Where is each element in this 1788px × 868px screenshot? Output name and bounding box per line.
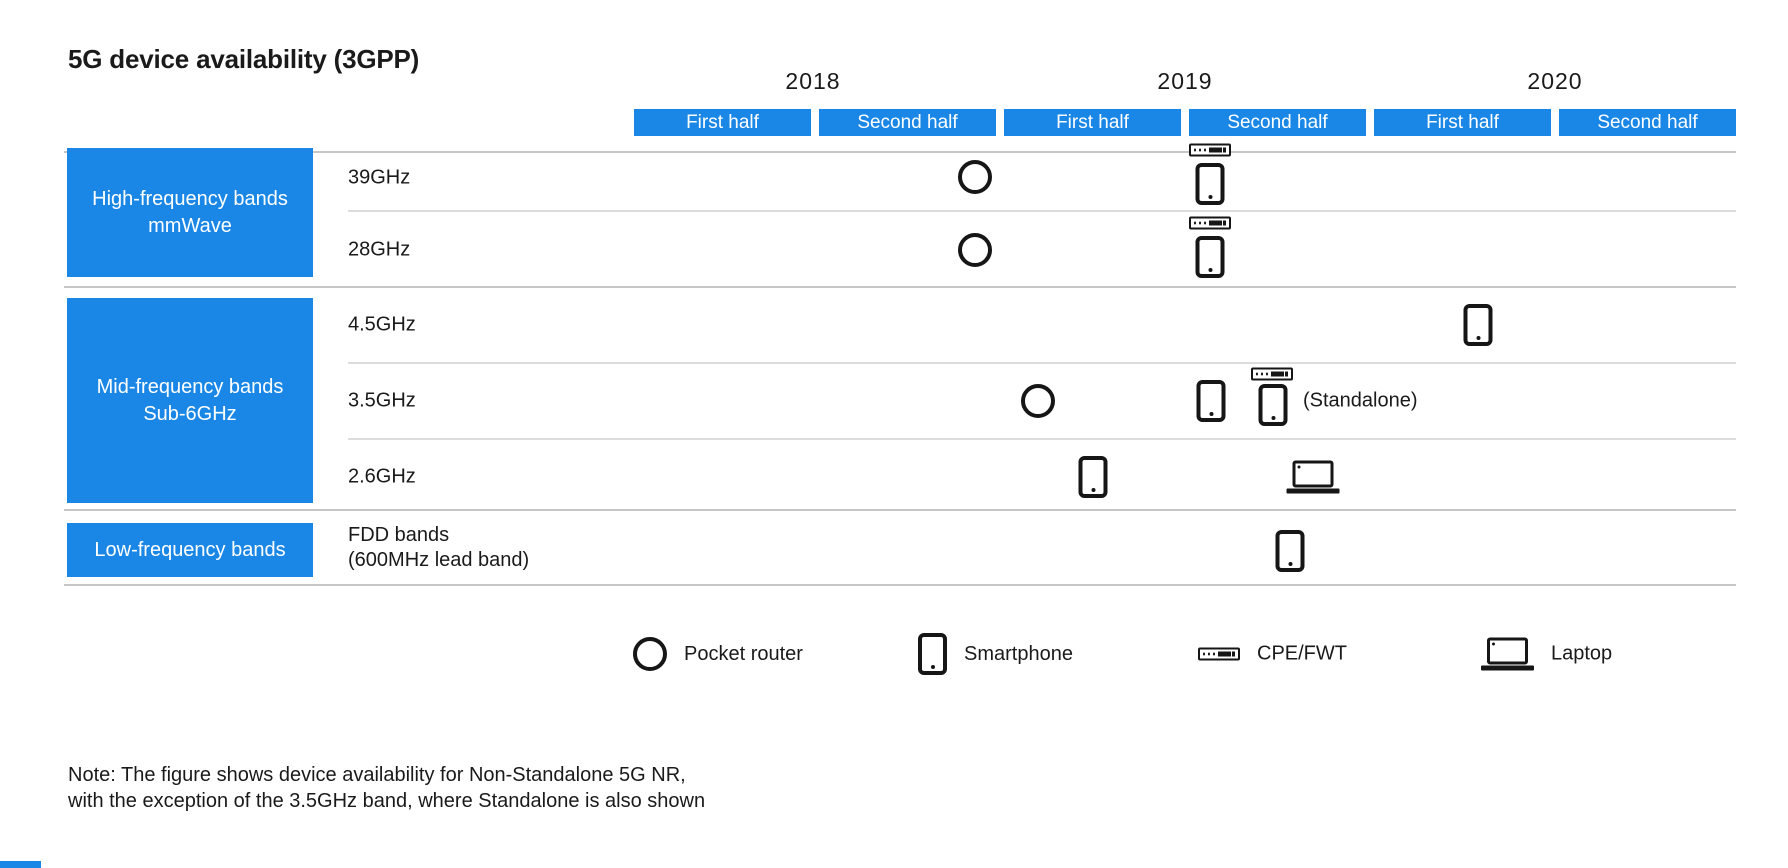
legend-item: CPE/FWT <box>1198 643 1347 666</box>
marker-cpe <box>1189 143 1231 157</box>
marker-smartphone <box>1078 456 1108 498</box>
smartphone-icon <box>1195 236 1225 278</box>
band-label-line1: FDD bands <box>348 524 450 546</box>
gridline <box>348 362 1736 364</box>
column-header: First half <box>1374 109 1551 136</box>
gridline <box>64 509 1736 511</box>
footer-accent-strip <box>0 861 41 868</box>
marker-smartphone <box>1463 304 1493 346</box>
year-label: 2019 <box>1157 68 1213 94</box>
column-header: Second half <box>819 109 996 136</box>
column-header: First half <box>634 109 811 136</box>
marker-pocket-router <box>1021 384 1055 418</box>
band-label-line1: 2.6GHz <box>348 465 416 488</box>
group-label-line2: Sub-6GHz <box>143 402 237 425</box>
marker-pocket-router <box>958 160 992 194</box>
band-label: 39GHz <box>348 166 410 191</box>
legend-label: CPE/FWT <box>1257 642 1347 665</box>
cpe-icon <box>1189 216 1231 230</box>
gridline <box>64 286 1736 288</box>
marker-smartphone <box>1275 530 1305 572</box>
smartphone-icon <box>918 633 947 675</box>
note-line-2: with the exception of the 3.5GHz band, w… <box>68 790 706 812</box>
band-label: 4.5GHz <box>348 313 416 338</box>
marker-laptop <box>1286 460 1340 494</box>
band-label-line1: 3.5GHz <box>348 389 416 412</box>
legend-label: Smartphone <box>964 642 1073 665</box>
smartphone-icon <box>1196 380 1226 422</box>
group-label-line2: mmWave <box>148 214 232 237</box>
gridline <box>64 584 1736 586</box>
legend-item: Laptop <box>1481 637 1613 671</box>
pocket-router-icon <box>958 233 992 267</box>
band-label-line1: 39GHz <box>348 166 411 189</box>
pocket-router-icon <box>633 637 667 671</box>
smartphone-icon <box>1195 163 1225 205</box>
column-header: First half <box>1004 109 1181 136</box>
laptop-icon <box>1481 637 1534 671</box>
laptop-icon <box>1286 460 1340 494</box>
note-line-1: Note: The figure shows device availabili… <box>68 764 686 786</box>
group-label-line1: Low-frequency bands <box>94 538 286 561</box>
gridline <box>64 151 1736 153</box>
legend-label: Pocket router <box>684 642 803 665</box>
cpe-icon <box>1198 647 1240 661</box>
chart-title: 5G device availability (3GPP) <box>68 44 420 74</box>
band-group-box: Low-frequency bands <box>67 523 313 577</box>
band-label: FDD bands (600MHz lead band) <box>348 523 529 573</box>
column-header: Second half <box>1559 109 1736 136</box>
marker-pocket-router <box>958 233 992 267</box>
smartphone-icon <box>1275 530 1305 572</box>
legend-item: Pocket router <box>633 637 803 671</box>
group-label-line1: Mid-frequency bands <box>96 375 284 398</box>
legend-label: Laptop <box>1551 642 1613 665</box>
smartphone-icon <box>1078 456 1108 498</box>
note-text: Note: The figure shows device availabili… <box>68 762 705 814</box>
year-label: 2018 <box>785 68 841 94</box>
band-label-line1: 28GHz <box>348 238 411 261</box>
gridline <box>348 210 1736 212</box>
band-label-line1: 4.5GHz <box>348 313 416 336</box>
band-label: 3.5GHz <box>348 389 416 414</box>
marker-smartphone <box>1196 380 1226 422</box>
pocket-router-icon <box>1021 384 1055 418</box>
pocket-router-icon <box>958 160 992 194</box>
year-label: 2020 <box>1527 68 1583 94</box>
standalone-label: (Standalone) <box>1303 389 1418 412</box>
band-group-box: Mid-frequency bands Sub-6GHz <box>67 298 313 503</box>
band-group-box: High-frequency bands mmWave <box>67 148 313 277</box>
smartphone-icon <box>1463 304 1493 346</box>
band-label-line2: (600MHz lead band) <box>348 549 530 571</box>
marker-cpe <box>1251 367 1293 381</box>
legend-item: Smartphone <box>918 633 1073 675</box>
band-label: 2.6GHz <box>348 465 416 490</box>
gridline <box>348 438 1736 440</box>
marker-smartphone <box>1195 236 1225 278</box>
cpe-icon <box>1251 367 1293 381</box>
marker-smartphone <box>1258 384 1288 426</box>
marker-smartphone <box>1195 163 1225 205</box>
group-label-line1: High-frequency bands <box>92 187 288 210</box>
marker-cpe <box>1189 216 1231 230</box>
band-label: 28GHz <box>348 238 410 263</box>
cpe-icon <box>1189 143 1231 157</box>
smartphone-icon <box>1258 384 1288 426</box>
column-header: Second half <box>1189 109 1366 136</box>
